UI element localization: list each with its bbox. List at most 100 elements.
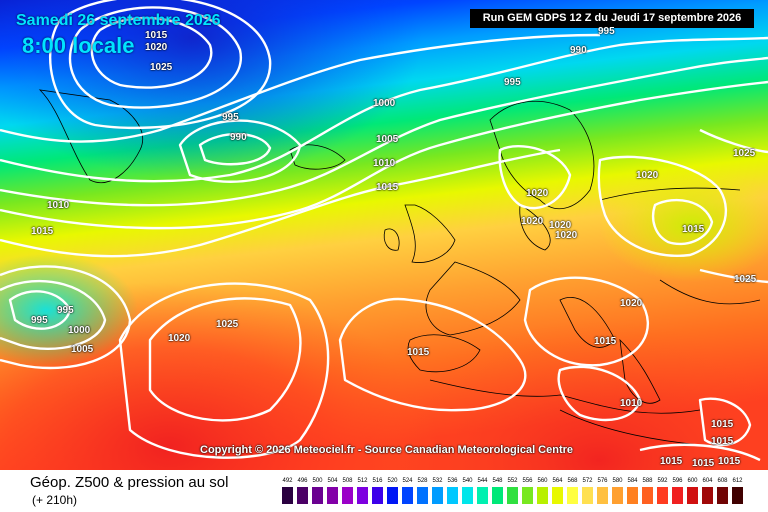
isobar-label: 1020 xyxy=(526,188,549,199)
legend-swatch xyxy=(372,487,383,504)
isobar-label: 1025 xyxy=(733,148,756,159)
legend-tick-label: 584 xyxy=(627,478,638,484)
legend-tick-label: 548 xyxy=(492,478,503,484)
legend-tick-label: 604 xyxy=(702,478,713,484)
isobar-label: 1025 xyxy=(734,274,757,285)
legend-tick-label: 576 xyxy=(597,478,608,484)
isobar-label: 1020 xyxy=(636,170,659,181)
legend-swatch xyxy=(462,487,473,504)
color-legend: 492 496 500 504 508 512 516 520 524 528 532 536 540 5… xyxy=(282,478,752,508)
legend-tick-label: 588 xyxy=(642,478,653,484)
legend-swatch xyxy=(522,487,533,504)
legend-tick-label: 572 xyxy=(582,478,593,484)
legend-tick-label: 556 xyxy=(522,478,533,484)
forecast-date: Samedi 26 septembre 2026 xyxy=(16,12,221,29)
isobar-label: 1015 xyxy=(145,30,168,41)
footer xyxy=(0,470,768,512)
coastlines xyxy=(38,89,761,446)
isobar-label: 1020 xyxy=(620,298,643,309)
isobar-label: 995 xyxy=(504,77,521,88)
forecast-time: 8:00 locale xyxy=(22,33,135,58)
legend-swatch xyxy=(717,487,728,504)
isobar-label: 995 xyxy=(57,305,74,316)
legend-swatch xyxy=(537,487,548,504)
legend-swatch xyxy=(507,487,518,504)
isobar-label: 1015 xyxy=(718,456,741,467)
isobar-label: 1015 xyxy=(594,336,617,347)
lead-time: (+ 210h) xyxy=(32,493,78,507)
isobar-label: 1025 xyxy=(150,62,173,73)
legend-tick-label: 492 xyxy=(282,478,293,484)
legend-tick-label: 528 xyxy=(417,478,428,484)
isobar-label: 1015 xyxy=(407,347,430,358)
weather-map xyxy=(0,0,768,470)
isobar-label: 1015 xyxy=(682,224,705,235)
isobar-label: 1005 xyxy=(376,134,399,145)
legend-swatch xyxy=(342,487,353,504)
legend-tick-label: 568 xyxy=(567,478,578,484)
isobar-label: 995 xyxy=(222,112,239,123)
legend-tick-label: 552 xyxy=(507,478,518,484)
legend-swatch xyxy=(567,487,578,504)
legend-swatch xyxy=(282,487,293,504)
isobar-label: 995 xyxy=(598,26,615,37)
legend-swatch xyxy=(447,487,458,504)
isobar-label: 1020 xyxy=(549,220,572,231)
isobar-label: 1015 xyxy=(692,458,715,469)
legend-swatch xyxy=(357,487,368,504)
isobar-label: 1025 xyxy=(216,319,239,330)
legend-swatch xyxy=(552,487,563,504)
isobars xyxy=(0,0,768,460)
legend-swatch xyxy=(732,487,743,504)
legend-swatch xyxy=(627,487,638,504)
isobar-label: 1020 xyxy=(555,230,578,241)
product-name: Géop. Z500 & pression au sol xyxy=(30,474,229,491)
legend-swatch xyxy=(327,487,338,504)
run-info-banner: Run GEM GDPS 12 Z du Jeudi 17 septembre … xyxy=(470,9,754,28)
legend-swatch xyxy=(297,487,308,504)
isobar-label: 1010 xyxy=(373,158,396,169)
isobar-label: 1010 xyxy=(47,200,70,211)
copyright-notice: Copyright © 2026 Meteociel.fr - Source C… xyxy=(200,444,574,456)
isobar-label: 1020 xyxy=(521,216,544,227)
legend-tick-label: 596 xyxy=(672,478,683,484)
isobar-label: 1015 xyxy=(711,436,734,447)
legend-swatch xyxy=(402,487,413,504)
legend-swatch xyxy=(612,487,623,504)
legend-swatch xyxy=(477,487,488,504)
legend-tick-label: 500 xyxy=(312,478,323,484)
legend-swatch xyxy=(492,487,503,504)
legend-tick-label: 512 xyxy=(357,478,368,484)
legend-tick-label: 524 xyxy=(402,478,413,484)
isobar-label: 1015 xyxy=(31,226,54,237)
legend-tick-label: 536 xyxy=(447,478,458,484)
legend-tick-label: 560 xyxy=(537,478,548,484)
isobar-label: 1015 xyxy=(376,182,399,193)
legend-tick-label: 508 xyxy=(342,478,353,484)
legend-swatch xyxy=(657,487,668,504)
isobar-label: 1015 xyxy=(711,419,734,430)
isobar-label: 990 xyxy=(570,45,587,56)
isobar-label: 1020 xyxy=(168,333,191,344)
legend-tick-label: 516 xyxy=(372,478,383,484)
isobar-label: 1010 xyxy=(620,398,643,409)
isobar-label: 990 xyxy=(230,132,247,143)
legend-tick-label: 600 xyxy=(687,478,698,484)
legend-tick-label: 580 xyxy=(612,478,623,484)
legend-swatch xyxy=(642,487,653,504)
legend-tick-label: 564 xyxy=(552,478,563,484)
legend-swatch xyxy=(672,487,683,504)
legend-swatch xyxy=(417,487,428,504)
isobar-label: 1000 xyxy=(373,98,396,109)
legend-tick-label: 612 xyxy=(732,478,743,484)
legend-swatch xyxy=(687,487,698,504)
legend-tick-label: 544 xyxy=(477,478,488,484)
legend-swatch xyxy=(582,487,593,504)
legend-swatch xyxy=(312,487,323,504)
legend-tick-label: 532 xyxy=(432,478,443,484)
isobar-label: 1005 xyxy=(71,344,94,355)
isobar-label: 995 xyxy=(31,315,48,326)
legend-tick-label: 496 xyxy=(297,478,308,484)
legend-swatch xyxy=(597,487,608,504)
